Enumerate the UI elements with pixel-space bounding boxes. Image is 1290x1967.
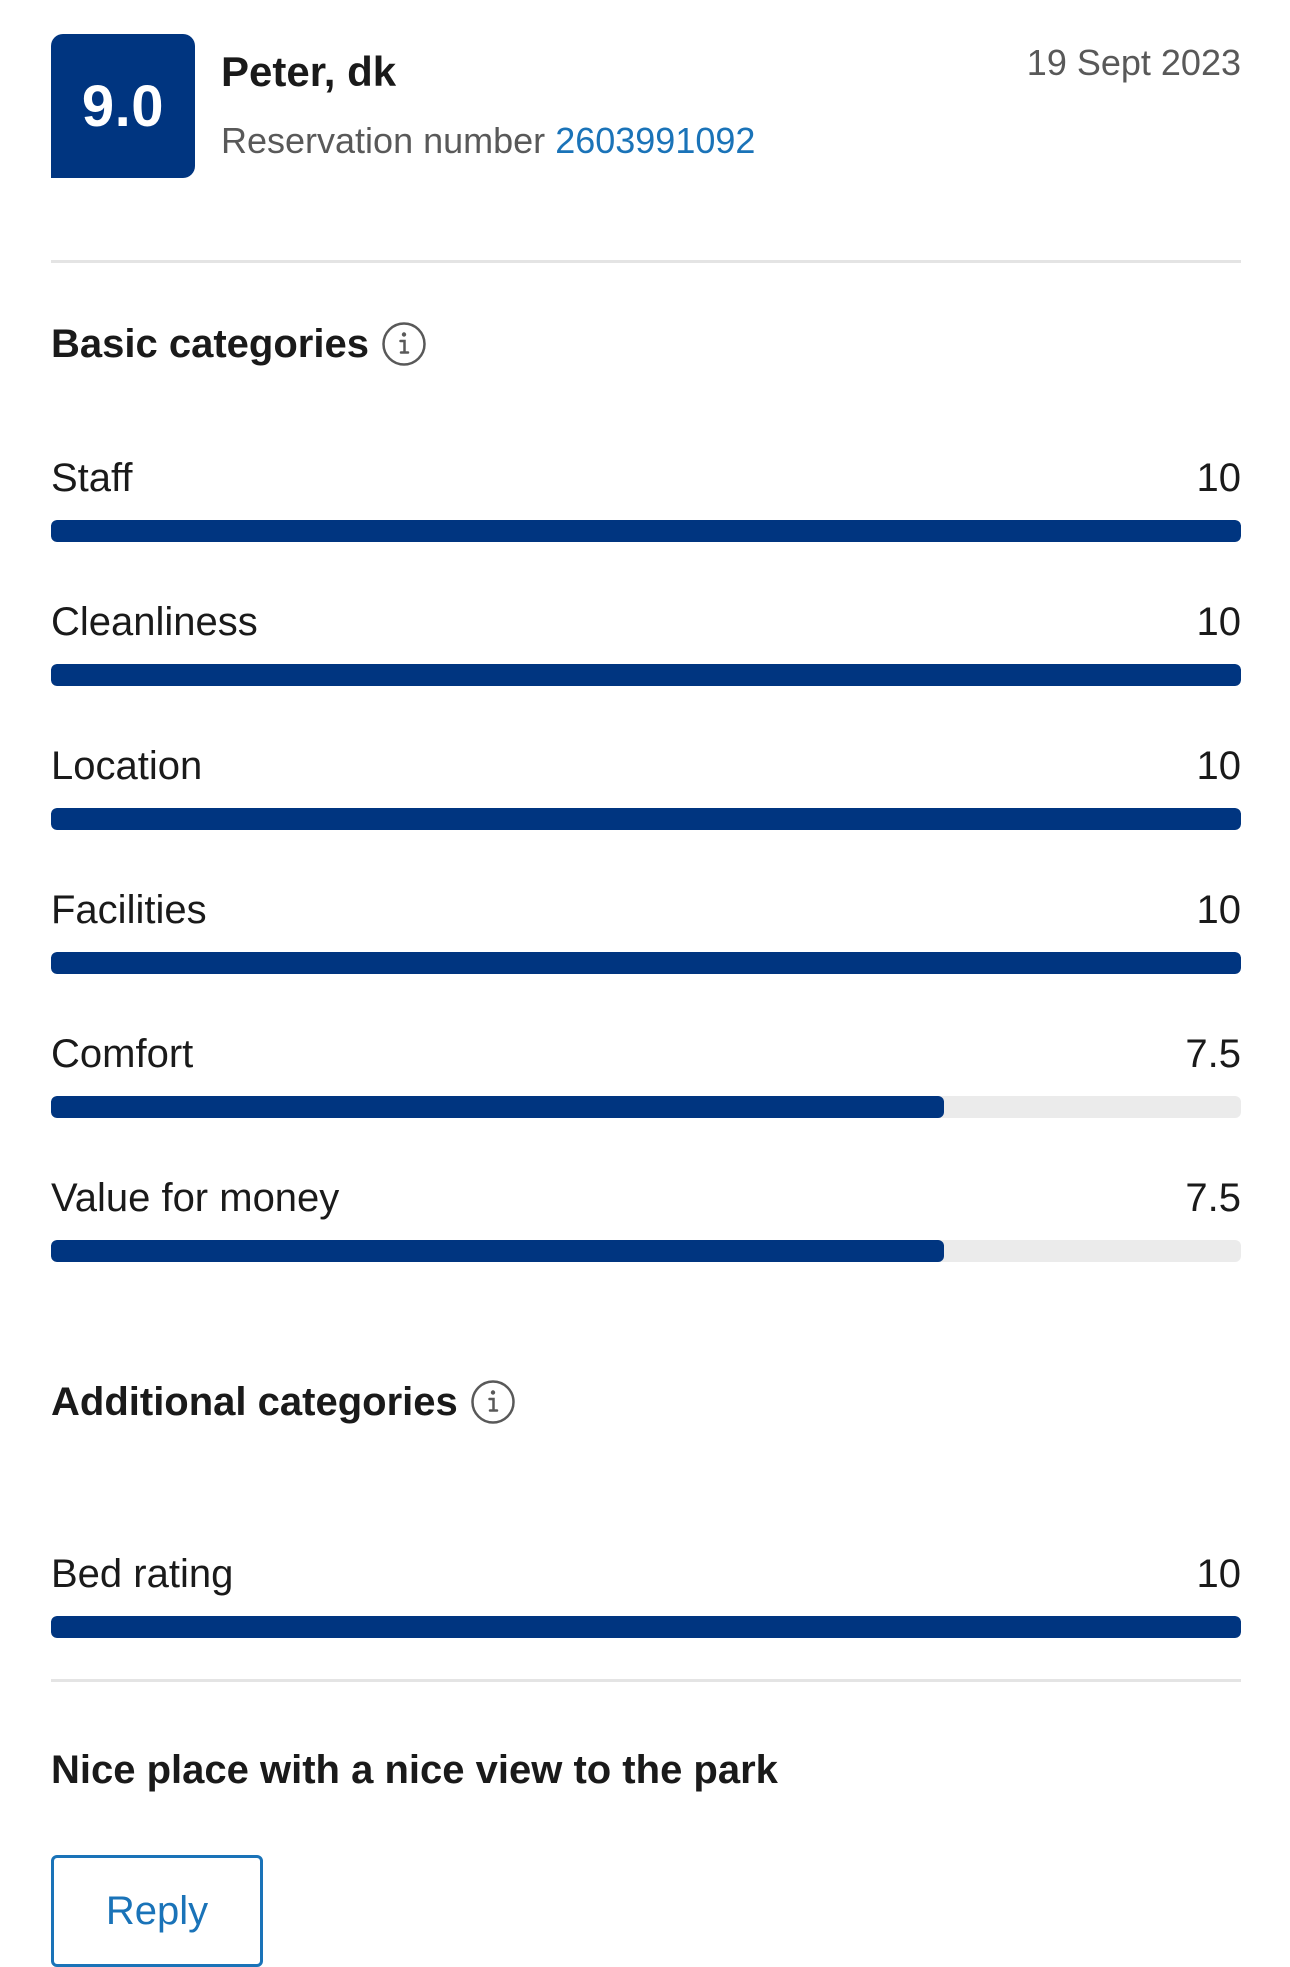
rating-label: Facilities bbox=[51, 888, 207, 932]
divider bbox=[51, 260, 1241, 263]
reservation-info: Reservation number 2603991092 bbox=[221, 120, 755, 162]
rating-row-value-for-money: Value for money 7.5 bbox=[51, 1175, 1241, 1319]
basic-categories-heading: Basic categories bbox=[51, 321, 1241, 367]
rating-value: 10 bbox=[1196, 744, 1242, 788]
rating-bar bbox=[51, 952, 1241, 974]
info-icon[interactable] bbox=[470, 1379, 516, 1425]
rating-value: 7.5 bbox=[1185, 1176, 1241, 1220]
review-header: 9.0 Peter, dk Reservation number 2603991… bbox=[51, 34, 1241, 180]
rating-bar bbox=[51, 664, 1241, 686]
basic-ratings-list: Staff 10 Cleanliness 10 Location 10 Faci… bbox=[51, 455, 1241, 1319]
rating-label: Value for money bbox=[51, 1176, 340, 1220]
rating-value: 10 bbox=[1196, 1552, 1242, 1596]
score-badge: 9.0 bbox=[51, 34, 195, 178]
rating-label: Cleanliness bbox=[51, 600, 258, 644]
rating-value: 10 bbox=[1196, 888, 1242, 932]
additional-categories-heading: Additional categories bbox=[51, 1379, 1241, 1425]
rating-value: 10 bbox=[1196, 600, 1242, 644]
rating-bar bbox=[51, 1240, 1241, 1262]
rating-label: Staff bbox=[51, 456, 133, 500]
rating-bar-fill bbox=[51, 1096, 944, 1118]
rating-label: Location bbox=[51, 744, 203, 788]
rating-value: 10 bbox=[1196, 456, 1242, 500]
basic-categories-title: Basic categories bbox=[51, 321, 369, 366]
rating-bar-fill bbox=[51, 1616, 1241, 1638]
rating-bar-fill bbox=[51, 664, 1241, 686]
review-date: 19 Sept 2023 bbox=[1026, 42, 1241, 83]
rating-row-bed-rating: Bed rating 10 bbox=[51, 1551, 1241, 1695]
guest-name: Peter, dk bbox=[221, 48, 397, 95]
reply-button[interactable]: Reply bbox=[51, 1855, 263, 1967]
rating-bar bbox=[51, 1096, 1241, 1118]
rating-bar-fill bbox=[51, 808, 1241, 830]
review-card: 9.0 Peter, dk Reservation number 2603991… bbox=[51, 34, 1241, 1967]
reservation-label: Reservation number bbox=[221, 120, 546, 161]
rating-row-comfort: Comfort 7.5 bbox=[51, 1031, 1241, 1175]
additional-categories-title: Additional categories bbox=[51, 1379, 458, 1424]
rating-bar bbox=[51, 1616, 1241, 1638]
rating-bar-fill bbox=[51, 520, 1241, 542]
rating-row-cleanliness: Cleanliness 10 bbox=[51, 599, 1241, 743]
rating-label: Bed rating bbox=[51, 1552, 234, 1596]
rating-label: Comfort bbox=[51, 1032, 194, 1076]
rating-row-location: Location 10 bbox=[51, 743, 1241, 887]
rating-row-staff: Staff 10 bbox=[51, 455, 1241, 599]
rating-bar-fill bbox=[51, 952, 1241, 974]
divider bbox=[51, 1679, 1241, 1682]
info-icon[interactable] bbox=[381, 321, 427, 367]
additional-ratings-list: Bed rating 10 bbox=[51, 1551, 1241, 1695]
rating-bar bbox=[51, 520, 1241, 542]
rating-row-facilities: Facilities 10 bbox=[51, 887, 1241, 1031]
review-title: Nice place with a nice view to the park bbox=[51, 1748, 778, 1792]
rating-bar bbox=[51, 808, 1241, 830]
rating-bar-fill bbox=[51, 1240, 944, 1262]
reservation-number-link[interactable]: 2603991092 bbox=[555, 120, 756, 161]
rating-value: 7.5 bbox=[1185, 1032, 1241, 1076]
